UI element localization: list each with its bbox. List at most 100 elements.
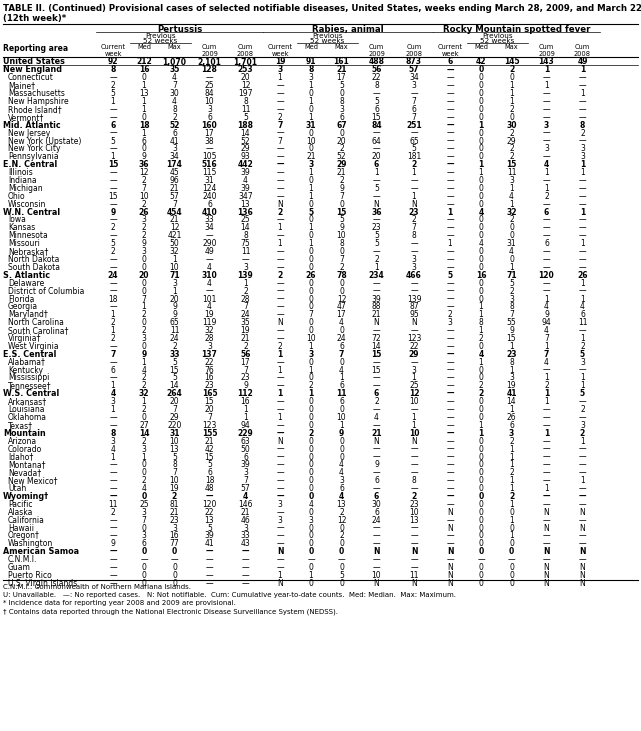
Text: —: —	[276, 97, 284, 106]
Text: —: —	[410, 523, 418, 533]
Text: N: N	[411, 436, 417, 446]
Text: —: —	[109, 556, 117, 564]
Text: 0: 0	[479, 515, 483, 525]
Text: 6: 6	[172, 129, 177, 137]
Text: —: —	[579, 97, 587, 106]
Text: Cum
2008: Cum 2008	[237, 44, 254, 57]
Text: 4: 4	[339, 366, 344, 374]
Text: —: —	[543, 531, 551, 540]
Text: 48: 48	[204, 484, 214, 493]
Text: Pacific: Pacific	[8, 500, 33, 509]
Text: 6: 6	[339, 397, 344, 406]
Text: —: —	[579, 176, 587, 185]
Text: 55: 55	[506, 318, 517, 327]
Text: 13: 13	[409, 515, 419, 525]
Text: 8: 8	[172, 105, 177, 114]
Text: 57: 57	[240, 484, 251, 493]
Text: 2: 2	[142, 405, 146, 414]
Text: —: —	[372, 469, 380, 477]
Text: —: —	[579, 461, 587, 469]
Text: 1: 1	[412, 374, 417, 382]
Text: —: —	[579, 137, 587, 145]
Text: 2: 2	[339, 508, 344, 517]
Text: 8: 8	[243, 97, 248, 106]
Text: 3: 3	[142, 444, 146, 454]
Text: 1: 1	[111, 405, 115, 414]
Text: —: —	[276, 508, 284, 517]
Text: 7: 7	[243, 303, 248, 311]
Text: 0: 0	[339, 326, 344, 335]
Text: District of Columbia: District of Columbia	[8, 287, 85, 295]
Text: 2: 2	[278, 270, 283, 280]
Text: 9: 9	[142, 239, 146, 249]
Text: 2: 2	[509, 105, 514, 114]
Text: —: —	[446, 429, 454, 438]
Text: 64: 64	[372, 137, 381, 145]
Text: 41: 41	[204, 539, 214, 548]
Text: 2: 2	[142, 176, 146, 185]
Text: Current
week: Current week	[267, 44, 292, 57]
Text: 3: 3	[580, 145, 585, 154]
Text: 32: 32	[506, 208, 517, 216]
Text: —: —	[276, 303, 284, 311]
Text: —: —	[109, 484, 117, 493]
Text: Nebraska†: Nebraska†	[8, 247, 48, 256]
Text: 2: 2	[374, 255, 379, 264]
Text: 137: 137	[201, 350, 217, 359]
Text: 22: 22	[372, 73, 381, 83]
Text: 0: 0	[479, 531, 483, 540]
Text: Maryland†: Maryland†	[8, 310, 47, 319]
Text: Mid. Atlantic: Mid. Atlantic	[3, 121, 61, 129]
Text: 11: 11	[241, 105, 250, 114]
Text: 123: 123	[203, 421, 217, 430]
Text: 1: 1	[111, 452, 115, 461]
Text: 1: 1	[509, 461, 514, 469]
Text: 0: 0	[479, 176, 483, 185]
Text: 13: 13	[240, 200, 251, 208]
Text: —: —	[410, 326, 418, 335]
Text: 2: 2	[479, 382, 483, 390]
Text: 3: 3	[308, 73, 313, 83]
Text: 5: 5	[374, 97, 379, 106]
Text: 4: 4	[142, 484, 146, 493]
Text: 0: 0	[479, 255, 483, 264]
Text: —: —	[446, 413, 454, 422]
Text: —: —	[372, 216, 380, 224]
Text: C.N.M.I.: Commonwealth of Northern Mariana Islands.: C.N.M.I.: Commonwealth of Northern Maria…	[3, 584, 191, 591]
Text: 0: 0	[479, 413, 483, 422]
Text: 10: 10	[306, 334, 316, 343]
Text: 4: 4	[142, 366, 146, 374]
Text: 0: 0	[308, 405, 313, 414]
Text: 2: 2	[509, 65, 514, 75]
Text: 0: 0	[142, 523, 146, 533]
Text: 14: 14	[506, 397, 516, 406]
Text: —: —	[446, 492, 454, 501]
Text: 4: 4	[172, 73, 177, 83]
Text: 1: 1	[308, 239, 313, 249]
Text: 21: 21	[241, 334, 250, 343]
Text: 0: 0	[308, 444, 313, 454]
Text: N: N	[277, 318, 283, 327]
Text: 52: 52	[240, 137, 251, 145]
Text: 0: 0	[339, 436, 344, 446]
Text: Oklahoma: Oklahoma	[8, 413, 47, 422]
Text: Rabies, animal: Rabies, animal	[312, 25, 384, 34]
Text: 2: 2	[339, 263, 344, 272]
Text: 0: 0	[308, 105, 313, 114]
Text: 4: 4	[339, 492, 344, 501]
Text: —: —	[446, 452, 454, 461]
Text: 42: 42	[204, 444, 214, 454]
Text: 5: 5	[172, 357, 177, 367]
Text: 2: 2	[278, 208, 283, 216]
Text: 0: 0	[509, 113, 514, 122]
Text: —: —	[109, 105, 117, 114]
Text: 136: 136	[238, 208, 253, 216]
Text: 1: 1	[509, 97, 514, 106]
Text: 290: 290	[203, 239, 217, 249]
Text: 19: 19	[275, 58, 285, 67]
Text: 2: 2	[142, 326, 146, 335]
Text: 2: 2	[278, 113, 283, 122]
Text: 7: 7	[243, 366, 248, 374]
Text: 10: 10	[170, 263, 179, 272]
Text: 0: 0	[142, 563, 146, 572]
